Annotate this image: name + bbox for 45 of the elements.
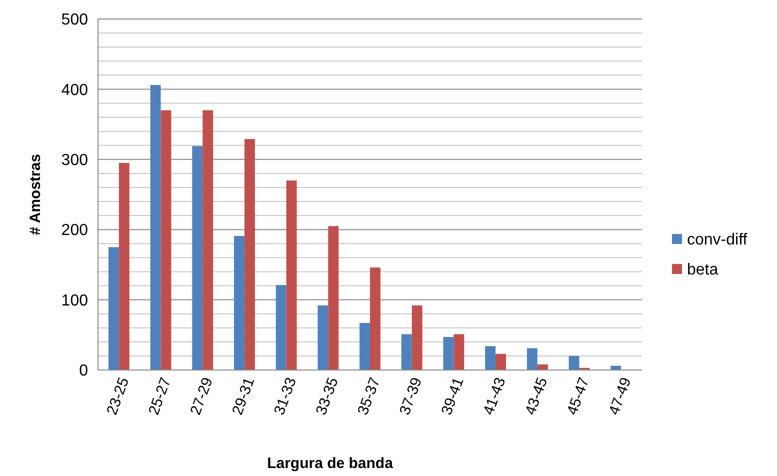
y-tick-label: 400 bbox=[61, 82, 88, 99]
bar bbox=[160, 110, 172, 370]
bar bbox=[412, 305, 422, 370]
bar bbox=[401, 334, 412, 370]
bar bbox=[328, 226, 339, 370]
bar bbox=[568, 356, 580, 370]
x-tick-label: 27-29 bbox=[187, 375, 216, 418]
x-tick-label: 45-47 bbox=[564, 375, 593, 418]
y-axis-title: # Amostras bbox=[27, 154, 44, 236]
x-tick-label: 29-31 bbox=[229, 375, 258, 418]
bar bbox=[192, 146, 203, 370]
y-tick-label: 300 bbox=[61, 152, 88, 169]
legend-label: conv-diff bbox=[687, 232, 748, 249]
x-tick-label: 33-35 bbox=[312, 375, 342, 418]
y-tick-label: 200 bbox=[61, 222, 88, 240]
bar bbox=[244, 139, 255, 370]
bar bbox=[318, 305, 328, 370]
x-tick-label: 31-33 bbox=[270, 375, 300, 418]
bar bbox=[118, 162, 130, 370]
bar bbox=[360, 322, 370, 370]
bar bbox=[286, 180, 297, 370]
bar bbox=[202, 110, 214, 370]
bar bbox=[108, 247, 119, 370]
y-tick-label: 500 bbox=[61, 12, 88, 29]
x-axis-title: Largura de banda bbox=[267, 455, 394, 472]
x-tick-label: 39-41 bbox=[438, 375, 468, 418]
x-tick-label: 41-43 bbox=[480, 375, 510, 418]
legend-label: beta bbox=[687, 262, 718, 279]
bar bbox=[485, 346, 496, 370]
bar bbox=[443, 337, 454, 370]
y-tick-label: 100 bbox=[61, 292, 88, 310]
bar bbox=[234, 236, 244, 370]
x-tick-label: 23-25 bbox=[104, 375, 133, 418]
x-tick-label: 43-45 bbox=[522, 375, 552, 418]
bar bbox=[496, 354, 506, 370]
x-tick-label: 35-37 bbox=[354, 375, 384, 418]
x-tick-label: 37-39 bbox=[396, 375, 426, 418]
x-tick-label: 25-27 bbox=[145, 375, 174, 418]
bar bbox=[370, 268, 380, 370]
bar bbox=[276, 285, 286, 370]
bar bbox=[526, 348, 538, 370]
y-tick-label: 0 bbox=[79, 362, 88, 380]
bar bbox=[454, 334, 464, 370]
bar bbox=[150, 84, 161, 370]
x-tick-label: 47-49 bbox=[606, 375, 635, 418]
